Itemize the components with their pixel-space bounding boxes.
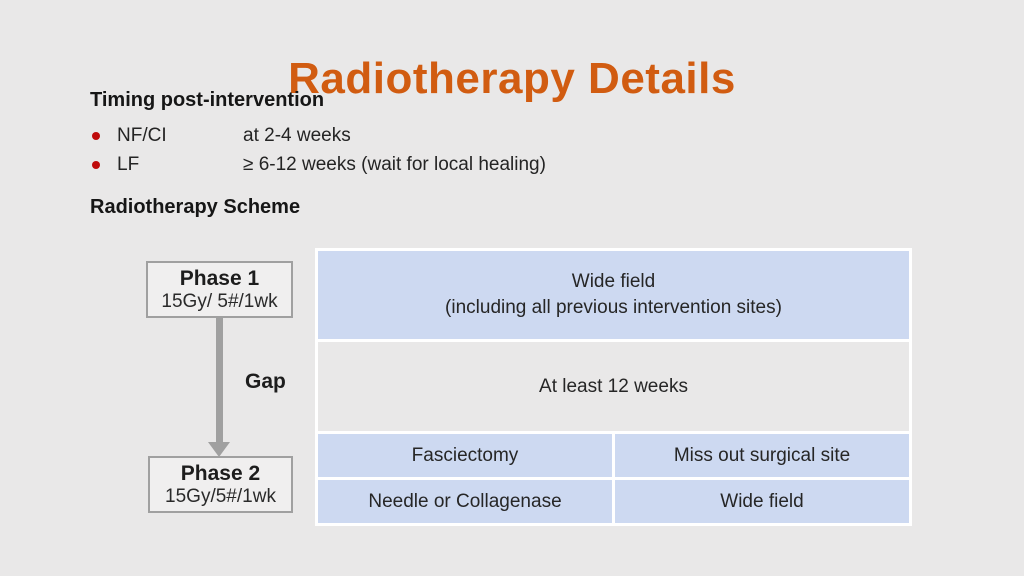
bullet-label: NF/CI: [117, 124, 167, 146]
list-item: NF/CI at 2-4 weeks: [90, 121, 351, 150]
table-cell-line: Wide field: [571, 271, 656, 292]
phase2-title: Phase 2: [180, 461, 261, 485]
table-cell-fasciectomy: Fasciectomy: [318, 434, 612, 477]
bullet-icon: [92, 131, 100, 140]
table-cell-line: (including all previous intervention sit…: [445, 297, 782, 318]
table-cell-wide-field-all-sites: Wide field (including all previous inter…: [318, 251, 909, 339]
bullet-value: at 2-4 weeks: [243, 124, 351, 146]
table-cell-wide-field: Wide field: [615, 480, 909, 523]
phase1-title: Phase 1: [179, 266, 260, 290]
table-cell-miss-out-surgical-site: Miss out surgical site: [615, 434, 909, 477]
bullet-icon: [92, 160, 100, 169]
bullet-value: ≥ 6-12 weeks (wait for local healing): [243, 153, 546, 175]
list-item: LF ≥ 6-12 weeks (wait for local healing): [90, 150, 546, 179]
scheme-table: Wide field (including all previous inter…: [315, 248, 912, 526]
timing-section: Timing post-intervention NF/CI at 2-4 we…: [90, 89, 546, 179]
timing-bullet-list: NF/CI at 2-4 weeks LF ≥ 6-12 weeks (wait…: [90, 121, 546, 179]
table-cell-line: Wide field: [720, 490, 804, 512]
scheme-heading: Radiotherapy Scheme: [90, 196, 301, 218]
phase2-dose: 15Gy/5#/1wk: [165, 485, 276, 507]
phase1-box: Phase 1 15Gy/ 5#/1wk: [146, 261, 293, 318]
table-cell-line: Fasciectomy: [411, 444, 519, 466]
timing-heading: Timing post-intervention: [90, 89, 325, 111]
down-arrow-icon: [208, 442, 230, 457]
table-cell-line: Needle or Collagenase: [368, 490, 562, 512]
page-title: Radiotherapy Details: [288, 54, 736, 104]
table-cell-gap-duration: At least 12 weeks: [318, 342, 909, 431]
gap-label: Gap: [245, 370, 286, 393]
phase2-box: Phase 2 15Gy/5#/1wk: [148, 456, 293, 513]
table-cell-line: Miss out surgical site: [673, 444, 851, 466]
phase1-dose: 15Gy/ 5#/1wk: [161, 290, 278, 312]
table-cell-needle-or-collagenase: Needle or Collagenase: [318, 480, 612, 523]
table-cell-line: At least 12 weeks: [539, 375, 688, 397]
bullet-label: LF: [117, 153, 140, 175]
down-arrow-shaft: [216, 318, 223, 442]
